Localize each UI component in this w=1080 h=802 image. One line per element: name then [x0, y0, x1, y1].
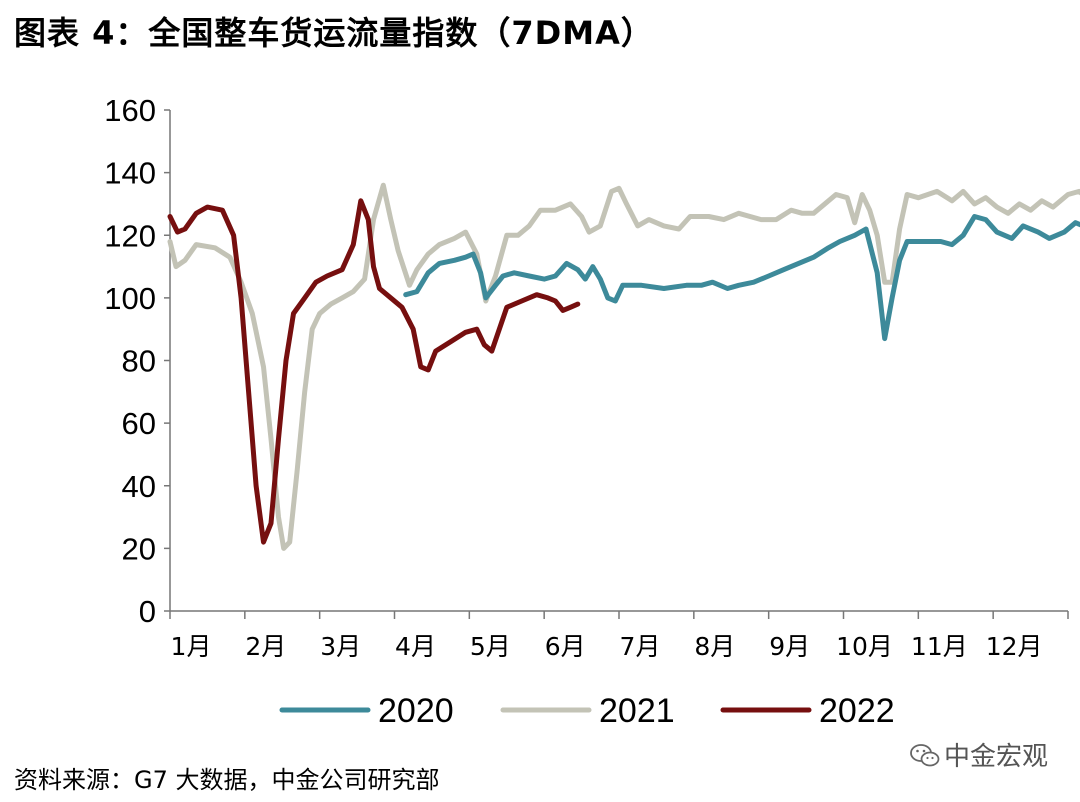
brand-text: 中金宏观 [944, 742, 1049, 772]
legend-label-2022: 2022 [819, 692, 895, 730]
series-lines [167, 182, 1080, 551]
x-tick-label: 11月 [911, 632, 968, 661]
x-tick-label: 12月 [986, 632, 1043, 661]
y-tick-label: 40 [122, 469, 156, 504]
y-tick-label: 80 [122, 344, 156, 379]
legend-label-2020: 2020 [378, 692, 454, 730]
y-tick-label: 20 [122, 531, 156, 566]
y-axis-ticks: 0 20 40 60 80 100 120 140 160 [104, 93, 170, 629]
source-note: 资料来源：G7 大数据，中金公司研究部 [14, 766, 440, 794]
x-tick-label: 4月 [395, 632, 436, 661]
x-tick-label: 6月 [545, 632, 586, 661]
x-tick-label: 10月 [836, 632, 893, 661]
y-tick-label: 0 [139, 594, 156, 629]
wechat-icon [910, 743, 940, 767]
x-tick-label: 9月 [769, 632, 810, 661]
y-tick-label: 120 [104, 218, 156, 253]
y-tick-label: 100 [104, 281, 156, 316]
x-tick-label: 7月 [620, 632, 661, 661]
x-tick-label: 2月 [245, 632, 286, 661]
x-tick-label: 3月 [320, 632, 361, 661]
y-tick-label: 160 [104, 93, 156, 128]
legend: 2020 2021 2022 [279, 692, 895, 730]
series-line-2020 [403, 214, 1080, 342]
y-tick-label: 60 [122, 406, 156, 441]
legend-label-2021: 2021 [599, 692, 675, 730]
series-line-2021 [167, 182, 1080, 551]
chart-title: 图表 4：全国整车货运流量指数（7DMA） [14, 14, 654, 52]
brand-watermark: 中金宏观 [910, 736, 1048, 773]
x-axis-ticks: 1月 2月 3月 4月 5月 6月 7月 8月 9月 10月 11月 12月 [169, 611, 1069, 661]
y-tick-label: 140 [104, 156, 156, 191]
axes [169, 110, 1068, 612]
x-tick-label: 8月 [694, 632, 735, 661]
x-tick-label: 1月 [171, 632, 212, 661]
x-tick-label: 5月 [470, 632, 511, 661]
series-line-2022 [167, 198, 581, 545]
